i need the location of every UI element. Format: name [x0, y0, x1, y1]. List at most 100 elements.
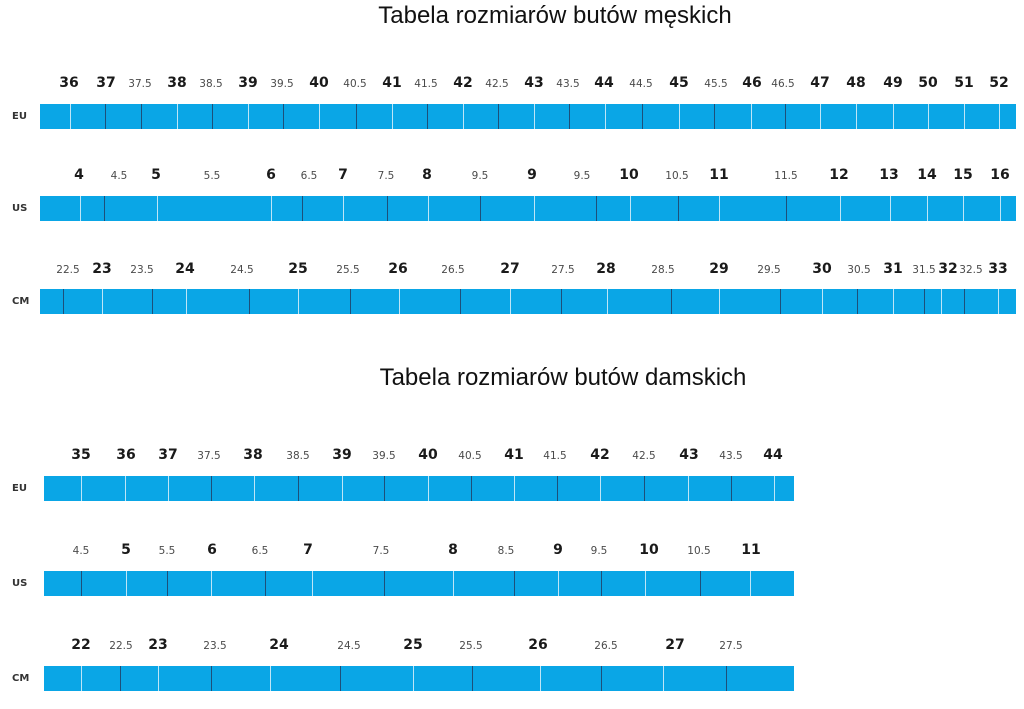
men-cm-size-label: 27.5	[551, 264, 575, 276]
men-cm-size-label: 32.5	[959, 264, 983, 276]
men-us-size-label: 11	[709, 167, 729, 183]
women-cm-size-label: 27	[665, 637, 685, 653]
scale-divider	[302, 196, 303, 221]
men-cm-size-label: 32	[938, 261, 958, 277]
scale-divider	[249, 289, 250, 314]
women-cm-size-label: 25.5	[459, 640, 483, 652]
scale-divider	[298, 289, 299, 314]
scale-divider	[283, 104, 284, 129]
men-us-size-label: 7	[338, 167, 348, 183]
scale-divider	[642, 104, 643, 129]
men-us-row-label: US	[12, 203, 28, 214]
scale-divider	[340, 666, 341, 691]
scale-divider	[498, 104, 499, 129]
scale-divider	[941, 289, 942, 314]
women-cm-size-label: 24.5	[337, 640, 361, 652]
men-cm-scale-bar	[40, 289, 1016, 314]
men-eu-size-label: 37	[96, 75, 116, 91]
men-eu-size-label: 45.5	[704, 78, 728, 90]
men-eu-size-label: 43	[524, 75, 544, 91]
women-cm-size-label: 23.5	[203, 640, 227, 652]
men-eu-size-label: 38	[167, 75, 187, 91]
scale-divider	[80, 196, 81, 221]
scale-divider	[785, 104, 786, 129]
scale-divider	[177, 104, 178, 129]
men-cm-size-label: 28	[596, 261, 616, 277]
scale-divider	[141, 104, 142, 129]
women-eu-size-label: 41	[504, 447, 524, 463]
scale-divider	[384, 571, 385, 596]
men-eu-size-label: 41.5	[414, 78, 438, 90]
men-us-size-label: 15	[953, 167, 973, 183]
scale-divider	[81, 571, 82, 596]
scale-divider	[312, 571, 313, 596]
men-eu-size-label: 41	[382, 75, 402, 91]
men-cm-size-label: 29.5	[757, 264, 781, 276]
women-eu-size-label: 43.5	[719, 450, 743, 462]
women-cm-size-label: 24	[269, 637, 289, 653]
men-us-size-label: 5.5	[203, 170, 221, 182]
scale-divider	[319, 104, 320, 129]
scale-divider	[356, 104, 357, 129]
men-us-size-label: 11.5	[774, 170, 798, 182]
scale-divider	[342, 476, 343, 501]
scale-divider	[104, 196, 105, 221]
men-us-size-label: 9.5	[573, 170, 591, 182]
scale-divider	[472, 666, 473, 691]
women-cm-size-label: 22	[71, 637, 91, 653]
scale-divider	[558, 571, 559, 596]
men-eu-size-label: 44	[594, 75, 614, 91]
men-cm-size-label: 25.5	[336, 264, 360, 276]
scale-divider	[514, 571, 515, 596]
men-cm-size-label: 24	[175, 261, 195, 277]
women-size-chart-title: Tabela rozmiarów butów damskich	[379, 364, 747, 391]
scale-divider	[480, 196, 481, 221]
scale-divider	[569, 104, 570, 129]
women-us-size-label: 4.5	[72, 545, 90, 557]
men-eu-size-label: 46	[742, 75, 762, 91]
women-eu-size-label: 39	[332, 447, 352, 463]
women-us-row-label: US	[12, 578, 28, 589]
men-cm-size-label: 23	[92, 261, 112, 277]
men-cm-size-label: 22.5	[56, 264, 80, 276]
women-cm-size-label: 26.5	[594, 640, 618, 652]
scale-divider	[726, 666, 727, 691]
scale-divider	[510, 289, 511, 314]
women-eu-size-label: 42.5	[632, 450, 656, 462]
men-cm-size-label: 29	[709, 261, 729, 277]
scale-divider	[999, 104, 1000, 129]
men-eu-size-label: 47	[810, 75, 830, 91]
men-us-size-label: 9.5	[471, 170, 489, 182]
scale-divider	[700, 571, 701, 596]
scale-divider	[780, 289, 781, 314]
scale-divider	[105, 104, 106, 129]
scale-divider	[820, 104, 821, 129]
scale-divider	[750, 571, 751, 596]
scale-divider	[678, 196, 679, 221]
men-eu-size-label: 43.5	[556, 78, 580, 90]
scale-divider	[167, 571, 168, 596]
scale-divider	[102, 289, 103, 314]
women-us-size-label: 10.5	[687, 545, 711, 557]
women-eu-size-label: 37.5	[197, 450, 221, 462]
men-cm-size-label: 28.5	[651, 264, 675, 276]
men-eu-size-label: 42	[453, 75, 473, 91]
women-us-size-label: 10	[639, 542, 659, 558]
women-us-size-label: 11	[741, 542, 761, 558]
scale-divider	[924, 289, 925, 314]
scale-divider	[157, 196, 158, 221]
scale-divider	[211, 666, 212, 691]
scale-divider	[125, 476, 126, 501]
women-us-size-label: 6	[207, 542, 217, 558]
women-us-size-label: 7.5	[372, 545, 390, 557]
women-us-size-label: 7	[303, 542, 313, 558]
scale-divider	[671, 289, 672, 314]
scale-divider	[600, 476, 601, 501]
scale-divider	[601, 666, 602, 691]
scale-divider	[927, 196, 928, 221]
men-us-size-label: 13	[879, 167, 899, 183]
women-eu-size-label: 40	[418, 447, 438, 463]
scale-divider	[81, 666, 82, 691]
scale-divider	[663, 666, 664, 691]
scale-divider	[890, 196, 891, 221]
